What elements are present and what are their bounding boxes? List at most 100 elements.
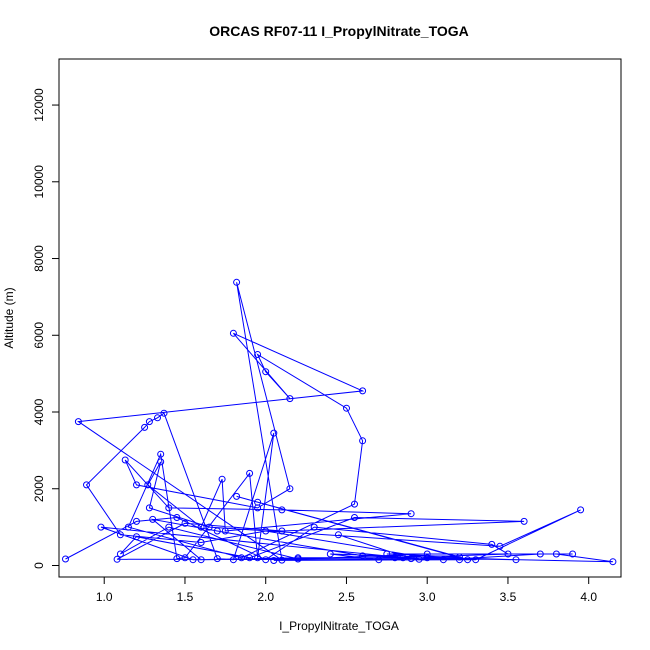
data-point xyxy=(157,458,165,466)
data-point xyxy=(464,556,472,564)
data-point xyxy=(218,475,226,483)
plot-frame xyxy=(58,58,622,578)
data-point xyxy=(233,492,241,500)
data-point xyxy=(310,523,318,531)
data-point xyxy=(472,556,480,564)
y-tick-label: 8000 xyxy=(32,245,46,272)
data-point xyxy=(144,481,152,489)
x-tick-label: 4.0 xyxy=(580,590,597,604)
data-point xyxy=(133,517,140,525)
data-point xyxy=(173,514,181,521)
data-point xyxy=(233,278,241,286)
data-point xyxy=(278,556,286,564)
data-point xyxy=(165,504,173,512)
data-point xyxy=(229,556,237,564)
y-axis-label: Altitude (m) xyxy=(2,287,16,348)
x-tick-label: 2.5 xyxy=(338,590,355,604)
data-point xyxy=(246,469,254,477)
data-point xyxy=(456,553,463,561)
data-point xyxy=(221,527,229,535)
data-point xyxy=(286,395,294,403)
data-point xyxy=(609,558,617,566)
data-point xyxy=(270,429,278,437)
x-tick-label: 1.5 xyxy=(177,590,194,604)
y-tick-label: 12000 xyxy=(32,88,46,122)
data-point xyxy=(423,554,431,562)
data-point xyxy=(74,418,82,426)
data-point xyxy=(157,450,165,458)
data-point xyxy=(133,481,140,489)
data-point xyxy=(124,523,132,531)
series-line xyxy=(65,282,613,563)
x-tick-label: 3.5 xyxy=(500,590,517,604)
data-point xyxy=(116,550,124,558)
data-point xyxy=(359,387,367,395)
data-point xyxy=(569,550,577,558)
data-point xyxy=(496,542,504,550)
data-point xyxy=(278,506,286,514)
x-tick-label: 2.0 xyxy=(257,590,274,604)
data-point xyxy=(181,554,189,562)
data-point xyxy=(577,506,585,514)
data-point xyxy=(391,554,399,562)
data-point xyxy=(145,418,153,426)
data-point xyxy=(149,515,157,523)
data-point xyxy=(439,556,447,564)
chart-title: ORCAS RF07-11 I_PropylNitrate_TOGA xyxy=(209,23,469,39)
data-point xyxy=(262,527,270,535)
series-layer xyxy=(62,278,617,566)
data-point xyxy=(488,540,496,548)
data-point xyxy=(359,437,367,445)
data-point xyxy=(262,556,270,564)
data-point xyxy=(83,481,90,489)
data-point xyxy=(407,510,415,518)
data-point xyxy=(121,456,129,464)
data-point xyxy=(326,550,334,558)
data-point xyxy=(116,531,124,539)
x-axis-label: I_PropylNitrate_TOGA xyxy=(279,619,399,633)
data-point xyxy=(456,556,463,564)
data-point xyxy=(504,550,512,558)
data-point xyxy=(286,485,294,493)
data-point xyxy=(254,498,262,506)
data-point xyxy=(415,555,423,563)
data-point xyxy=(238,554,245,562)
data-point xyxy=(294,554,302,562)
data-point xyxy=(197,556,205,564)
data-point xyxy=(145,504,153,512)
data-point xyxy=(141,423,149,431)
data-point xyxy=(165,523,173,531)
data-point xyxy=(351,500,358,508)
data-point xyxy=(97,523,105,531)
data-point xyxy=(160,409,168,417)
data-point xyxy=(254,351,262,358)
data-point xyxy=(334,531,342,539)
data-point xyxy=(197,539,205,546)
data-point xyxy=(154,414,161,422)
data-point xyxy=(512,556,520,564)
data-point xyxy=(181,519,189,527)
y-tick-label: 2000 xyxy=(32,475,46,502)
x-tick-label: 1.0 xyxy=(96,590,113,604)
data-point xyxy=(133,533,140,541)
data-point xyxy=(197,523,205,531)
y-axis: 0 2000 4000 6000 8000 10000 12000 xyxy=(32,88,60,569)
data-point xyxy=(407,555,415,563)
data-point xyxy=(278,527,286,535)
data-point xyxy=(262,368,270,376)
data-point xyxy=(270,557,278,564)
data-point xyxy=(254,554,262,562)
data-point xyxy=(229,329,237,337)
data-point xyxy=(173,555,181,563)
data-point xyxy=(343,404,350,412)
data-point xyxy=(423,550,431,558)
data-point xyxy=(213,555,221,563)
data-point xyxy=(383,550,391,558)
data-point xyxy=(62,555,69,563)
data-point xyxy=(399,554,407,562)
data-point xyxy=(205,523,213,531)
y-tick-label: 6000 xyxy=(32,322,46,349)
data-point xyxy=(213,527,221,535)
data-point xyxy=(246,554,254,562)
